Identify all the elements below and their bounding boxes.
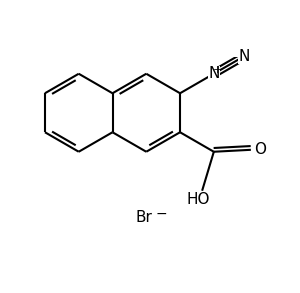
Text: N: N [208,66,220,81]
Text: HO: HO [187,192,210,207]
Text: O: O [254,142,266,157]
Text: Br: Br [136,210,152,225]
Text: +: + [212,65,222,75]
Text: N: N [238,49,250,64]
Text: −: − [155,207,167,221]
